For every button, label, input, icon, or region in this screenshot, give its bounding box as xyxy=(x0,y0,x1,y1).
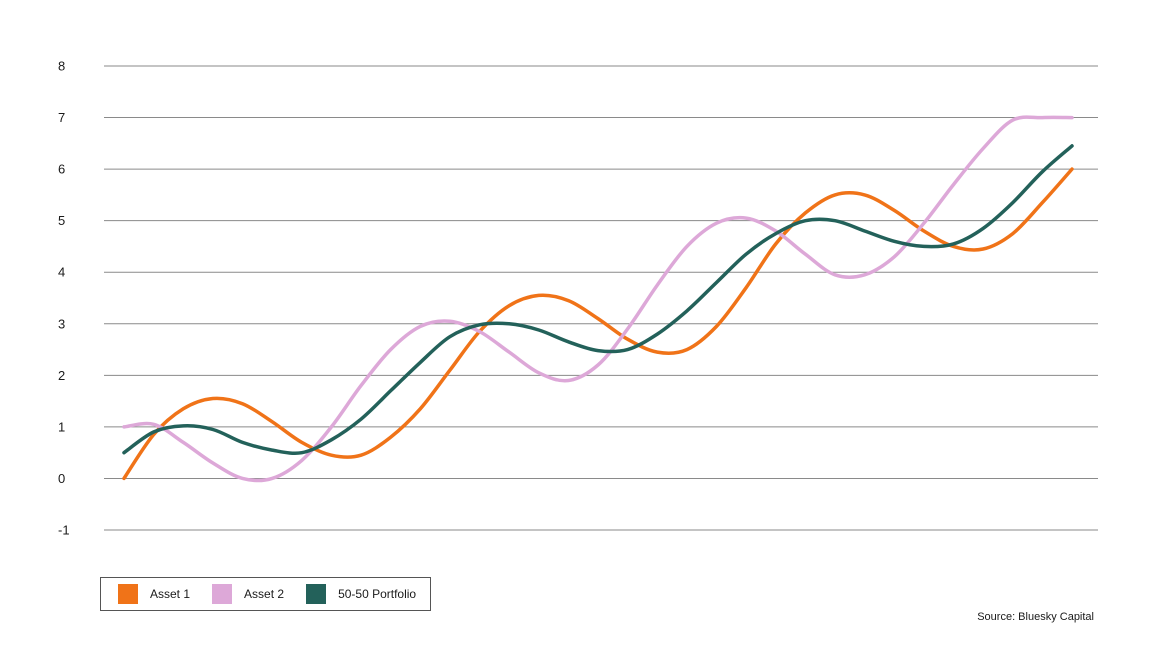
y-tick-label: 6 xyxy=(58,162,65,177)
legend-swatch-portfolio xyxy=(306,584,327,604)
y-tick-label: 0 xyxy=(58,471,65,486)
y-tick-label: -1 xyxy=(58,523,70,538)
y-tick-label: 1 xyxy=(58,419,65,434)
source-note: Source: Bluesky Capital xyxy=(977,611,1094,623)
y-tick-label: 8 xyxy=(58,59,65,74)
y-tick-label: 5 xyxy=(58,213,65,228)
y-tick-label: 4 xyxy=(58,265,65,280)
legend-label-asset-2: Asset 2 xyxy=(244,587,285,601)
y-tick-label: 7 xyxy=(58,110,65,125)
legend-swatch-asset-1 xyxy=(118,584,138,604)
series-lines xyxy=(122,115,1074,483)
chart-legend: Asset 1 Asset 2 50-50 Portfolio xyxy=(100,577,432,611)
y-tick-label: 3 xyxy=(58,316,65,331)
series-line-asset-1 xyxy=(122,167,1074,481)
legend-label-asset-1: Asset 1 xyxy=(150,587,191,601)
legend-swatch-asset-2 xyxy=(212,584,233,604)
legend-label-portfolio: 50-50 Portfolio xyxy=(338,587,417,601)
series-line-portfolio xyxy=(122,144,1074,455)
series-line-asset-2 xyxy=(122,115,1074,483)
y-axis-tick-labels: 8 7 6 5 4 3 2 1 0 -1 xyxy=(58,59,70,538)
y-tick-label: 2 xyxy=(58,368,65,383)
legend-item-asset-1: Asset 1 xyxy=(118,584,190,604)
grid-lines xyxy=(104,65,1098,531)
legend-item-portfolio: 50-50 Portfolio xyxy=(306,584,416,604)
legend-item-asset-2: Asset 2 xyxy=(212,584,284,604)
